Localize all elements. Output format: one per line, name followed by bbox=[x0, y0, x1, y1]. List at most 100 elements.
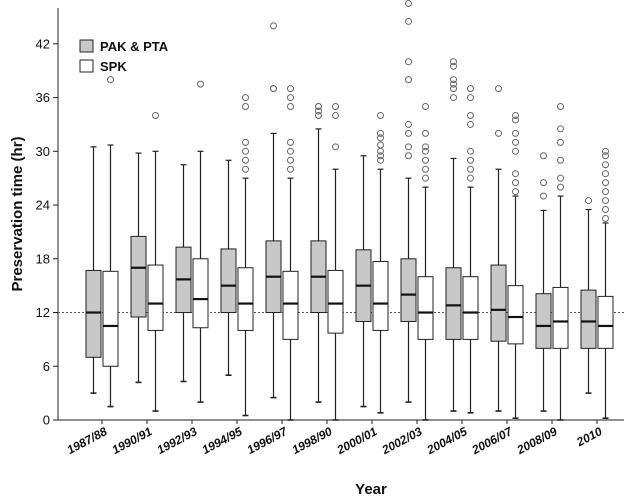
y-tick-label: 30 bbox=[36, 144, 50, 159]
spk-outlier bbox=[512, 188, 519, 196]
spk-outlier bbox=[467, 111, 474, 119]
spk-outlier bbox=[107, 76, 114, 84]
spk-outlier bbox=[602, 147, 609, 155]
pak-pta-outlier bbox=[450, 58, 457, 66]
pak-pta-outlier bbox=[315, 103, 322, 111]
spk-outlier bbox=[602, 188, 609, 196]
spk-outlier bbox=[512, 111, 519, 119]
spk-box bbox=[102, 270, 119, 367]
spk-outlier bbox=[602, 170, 609, 178]
spk-outlier bbox=[512, 147, 519, 155]
x-tick-label: 2008/09 bbox=[514, 424, 560, 457]
pak-pta-outlier bbox=[450, 76, 457, 84]
pak-pta-box bbox=[445, 267, 462, 340]
pak-pta-outlier bbox=[405, 120, 412, 128]
spk-box bbox=[282, 270, 299, 340]
spk-box bbox=[237, 267, 254, 331]
spk-outlier bbox=[242, 138, 249, 146]
spk-outlier bbox=[602, 214, 609, 222]
spk-outlier bbox=[467, 156, 474, 164]
y-tick-label: 12 bbox=[36, 305, 50, 320]
pak-pta-outlier bbox=[270, 22, 277, 30]
pak-pta-outlier bbox=[405, 76, 412, 84]
spk-outlier bbox=[467, 120, 474, 128]
spk-outlier bbox=[377, 134, 384, 142]
x-tick-label: 1987/88 bbox=[65, 424, 110, 457]
pak-pta-outlier bbox=[405, 58, 412, 66]
spk-outlier bbox=[242, 165, 249, 173]
pak-pta-box bbox=[580, 289, 597, 349]
spk-outlier bbox=[602, 179, 609, 187]
x-tick-label: 2004/05 bbox=[424, 424, 470, 457]
pak-pta-outlier bbox=[495, 85, 502, 93]
pak-pta-box bbox=[535, 293, 552, 349]
spk-outlier bbox=[197, 80, 204, 88]
y-tick-label: 36 bbox=[36, 90, 50, 105]
spk-outlier bbox=[242, 103, 249, 111]
x-tick-label: 1994/95 bbox=[200, 424, 245, 457]
spk-outlier bbox=[377, 147, 384, 155]
spk-outlier bbox=[242, 94, 249, 102]
pak-pta-box bbox=[490, 264, 507, 342]
pak-pta-box bbox=[400, 258, 417, 322]
y-tick-label: 24 bbox=[36, 198, 50, 213]
pak-pta-outlier bbox=[450, 85, 457, 93]
spk-outlier bbox=[422, 147, 429, 155]
spk-outlier bbox=[287, 94, 294, 102]
spk-outlier bbox=[332, 111, 339, 119]
pak-pta-outlier bbox=[405, 129, 412, 137]
spk-outlier bbox=[422, 129, 429, 137]
pak-pta-outlier bbox=[540, 152, 547, 160]
spk-outlier bbox=[467, 165, 474, 173]
spk-box bbox=[147, 264, 164, 331]
spk-outlier bbox=[152, 111, 159, 119]
pak-pta-outlier bbox=[495, 129, 502, 137]
x-axis-title: Year bbox=[355, 481, 387, 498]
x-tick-label: 2002/03 bbox=[379, 424, 425, 457]
spk-outlier bbox=[377, 141, 384, 149]
spk-outlier bbox=[422, 165, 429, 173]
legend-label: SPK bbox=[100, 59, 127, 74]
spk-outlier bbox=[557, 103, 564, 111]
pak-pta-outlier bbox=[450, 94, 457, 102]
x-tick-label: 1992/93 bbox=[155, 424, 200, 457]
spk-box bbox=[462, 276, 479, 340]
pak-pta-outlier bbox=[585, 197, 592, 205]
spk-outlier bbox=[602, 152, 609, 160]
x-tick-label: 1996/97 bbox=[245, 424, 291, 457]
pak-pta-outlier bbox=[315, 111, 322, 119]
spk-outlier bbox=[287, 85, 294, 93]
y-axis-title: Preservation time (hr) bbox=[9, 136, 26, 291]
spk-outlier bbox=[422, 143, 429, 151]
spk-outlier bbox=[512, 138, 519, 146]
spk-outlier bbox=[512, 129, 519, 137]
spk-outlier bbox=[602, 161, 609, 169]
pak-pta-outlier bbox=[315, 107, 322, 115]
spk-outlier bbox=[557, 138, 564, 146]
spk-box bbox=[597, 295, 614, 349]
spk-outlier bbox=[242, 156, 249, 164]
legend-label: PAK & PTA bbox=[100, 39, 169, 54]
spk-outlier bbox=[557, 174, 564, 182]
spk-outlier bbox=[377, 156, 384, 164]
pak-pta-outlier bbox=[450, 80, 457, 88]
spk-outlier bbox=[377, 152, 384, 160]
spk-outlier bbox=[377, 111, 384, 119]
spk-outlier bbox=[287, 103, 294, 111]
spk-outlier bbox=[512, 170, 519, 178]
pak-pta-outlier bbox=[405, 0, 412, 8]
spk-outlier bbox=[467, 94, 474, 102]
spk-outlier bbox=[242, 147, 249, 155]
pak-pta-box bbox=[85, 269, 102, 358]
legend-swatch bbox=[79, 59, 94, 73]
spk-outlier bbox=[557, 183, 564, 191]
spk-outlier bbox=[467, 174, 474, 182]
pak-pta-outlier bbox=[405, 152, 412, 160]
spk-outlier bbox=[332, 103, 339, 111]
spk-outlier bbox=[467, 85, 474, 93]
x-tick-label: 2006/07 bbox=[469, 424, 516, 458]
spk-box bbox=[192, 258, 209, 329]
spk-box bbox=[552, 286, 569, 349]
